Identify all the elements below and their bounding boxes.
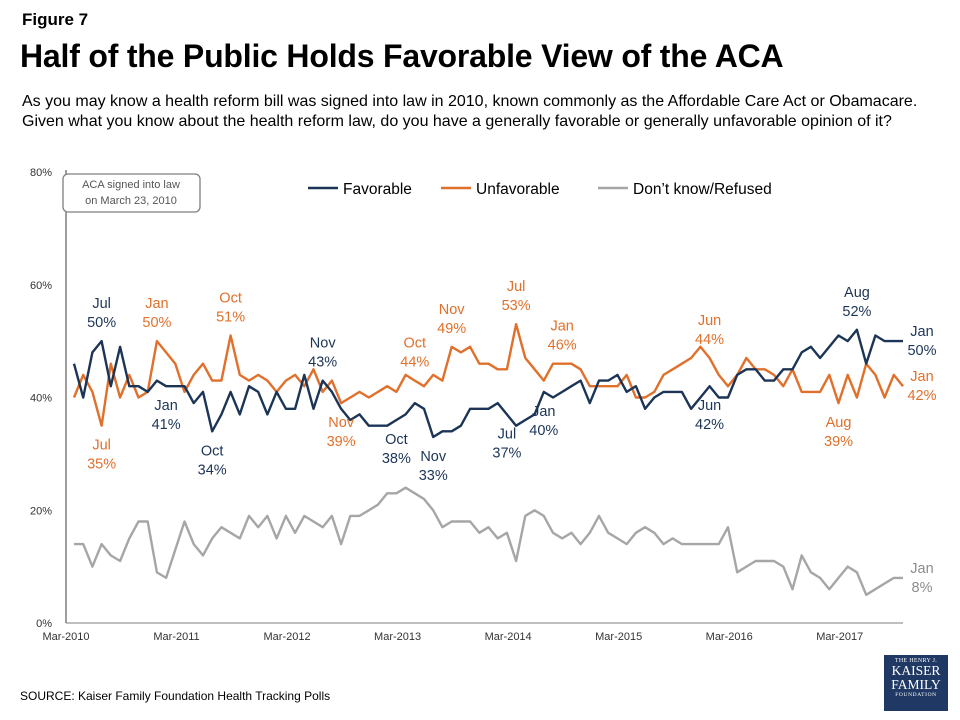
data-label-month: Oct [404,336,427,352]
data-label-month: Jan [910,369,933,385]
series-line-dontknow [74,486,903,596]
y-tick-label: 0% [36,618,52,630]
data-label-value: 52% [842,304,871,320]
data-label-value: 50% [87,315,116,331]
y-tick-label: 60% [30,280,52,292]
y-tick-label: 20% [30,505,52,517]
kff-logo: THE HENRY J. KAISER FAMILY FOUNDATION [884,655,948,711]
x-tick-label: Mar-2014 [485,631,532,643]
data-label-month: Jul [498,426,517,442]
series-line-unfavorable [72,323,904,427]
x-tick-label: Mar-2016 [706,631,753,643]
data-label-month: Jan [550,319,573,335]
x-tick-label: Mar-2011 [153,631,199,643]
data-label-value: 43% [308,355,337,371]
data-label-month: Jul [92,296,111,312]
data-label-value: 53% [502,298,531,314]
x-tick-label: Mar-2012 [264,631,311,643]
data-label-value: 41% [152,417,181,433]
data-label-value: 50% [142,315,171,331]
data-label-month: Nov [310,336,337,352]
data-label-value: 35% [87,457,116,473]
data-label-month: Jan [154,398,177,414]
data-label-month: Nov [328,415,355,431]
data-label-value: 51% [216,309,245,325]
data-label-value: 34% [198,462,227,478]
y-tick-label: 80% [30,167,52,179]
data-label-month: Jun [698,398,721,414]
data-label-value: 44% [695,332,724,348]
x-tick-label: Mar-2010 [42,631,89,643]
data-label-value: 46% [548,338,577,354]
data-label-value: 38% [382,451,411,467]
data-label-month: Jul [92,438,111,454]
data-label-month: Jan [145,296,168,312]
x-tick-label: Mar-2017 [816,631,863,643]
data-label-value: 44% [400,355,429,371]
data-label-value: 37% [492,445,521,461]
data-label-month: Oct [201,443,224,459]
legend-label-favorable: Favorable [343,181,412,198]
data-label-value: 39% [824,434,853,450]
data-label-month: Jan [532,404,555,420]
x-tick-label: Mar-2015 [595,631,642,643]
data-label-month: Jan [910,324,933,340]
data-label-month: Jun [698,313,721,329]
data-label-month: Nov [439,302,466,318]
series-line-favorable [72,328,903,439]
annotation-line-1: ACA signed into law [82,179,180,191]
chart-title: Half of the Public Holds Favorable View … [20,38,784,74]
chart-subtitle: As you may know a health reform bill was… [22,93,918,130]
data-label-month: Oct [385,432,408,448]
data-label-month: Jan [910,561,933,577]
data-label-month: Aug [826,415,852,431]
x-tick-label: Mar-2013 [374,631,421,643]
data-label-month: Aug [844,285,870,301]
data-label-value: 49% [437,321,466,337]
data-label-month: Nov [420,449,447,465]
data-label-value: 8% [912,580,933,596]
data-label-value: 40% [529,423,558,439]
data-label-value: 39% [327,434,356,450]
legend-label-unfavorable: Unfavorable [476,181,560,198]
source-note: SOURCE: Kaiser Family Foundation Health … [20,689,331,703]
data-label-value: 50% [907,343,936,359]
data-label-month: Jul [507,279,526,295]
legend-label-dontknow: Don’t know/Refused [633,181,772,198]
y-tick-label: 40% [30,393,52,405]
annotation-box [62,173,201,213]
annotation-line-2: on March 23, 2010 [85,195,177,207]
data-label-value: 42% [907,388,936,404]
data-label-month: Oct [219,290,242,306]
data-label-value: 33% [419,468,448,484]
figure-label: Figure 7 [22,10,89,29]
data-label-value: 42% [695,417,724,433]
